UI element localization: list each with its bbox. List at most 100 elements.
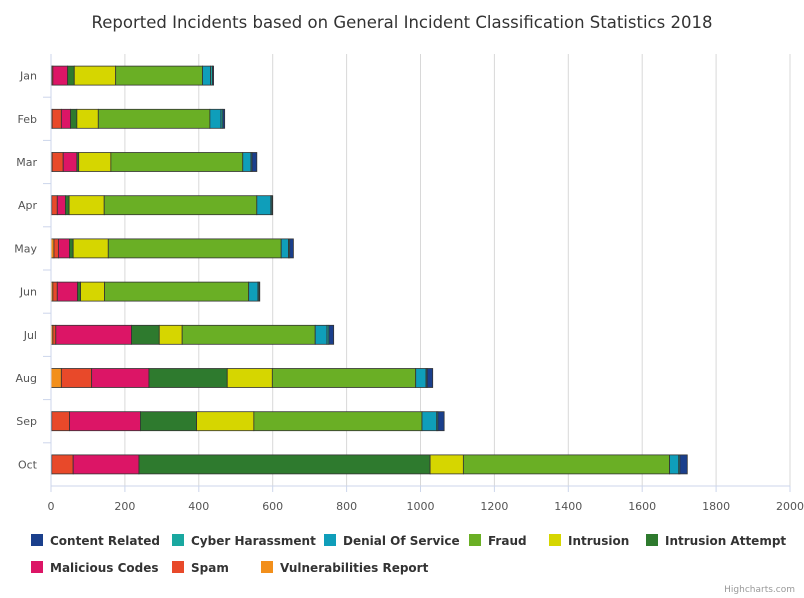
bar-malicious-codes[interactable] <box>91 368 150 388</box>
bar-denial-of-service[interactable] <box>209 108 222 129</box>
bar-denial-of-service[interactable] <box>669 454 680 475</box>
y-tick-label: Aug <box>16 372 37 385</box>
legend-item-cyber-harassment[interactable]: Cyber Harassment <box>172 534 316 548</box>
bar-intrusion[interactable] <box>80 281 105 302</box>
legend-item-intrusion-attempt[interactable]: Intrusion Attempt <box>646 534 786 548</box>
bar-intrusion[interactable] <box>429 454 464 475</box>
bar-intrusion-attempt[interactable] <box>65 195 70 216</box>
x-tick-label: 600 <box>262 500 283 513</box>
bar-intrusion[interactable] <box>196 411 255 432</box>
y-axis: Jan Feb Mar Apr May Jun Jul Aug Sep Oct <box>14 54 52 486</box>
bar-content-related[interactable] <box>251 152 258 172</box>
y-tick-label: May <box>14 242 37 255</box>
bar-malicious-codes[interactable] <box>55 324 132 345</box>
bar-spam[interactable] <box>51 411 70 432</box>
credits[interactable]: Highcharts.com <box>724 585 795 595</box>
bar-denial-of-service[interactable] <box>280 238 289 259</box>
x-tick-label: 1400 <box>554 500 582 513</box>
bar-spam[interactable] <box>53 238 59 259</box>
bar-spam[interactable] <box>60 368 93 388</box>
bar-content-related[interactable] <box>426 368 434 388</box>
bar-intrusion-attempt[interactable] <box>69 238 74 259</box>
bar-spam[interactable] <box>51 195 58 216</box>
bar-denial-of-service[interactable] <box>421 411 438 432</box>
bar-denial-of-service[interactable] <box>256 195 272 216</box>
bar-denial-of-service[interactable] <box>202 65 212 86</box>
bar-malicious-codes[interactable] <box>60 108 71 129</box>
legend-item-spam[interactable]: Spam <box>172 561 229 575</box>
bar-content-related[interactable] <box>258 281 261 302</box>
x-tick-label: 200 <box>114 500 135 513</box>
bar-spam[interactable] <box>51 152 64 172</box>
bar-spam[interactable] <box>52 281 58 302</box>
y-tick-label: Feb <box>18 113 37 126</box>
bar-intrusion[interactable] <box>72 238 109 259</box>
bar-denial-of-service[interactable] <box>415 368 427 388</box>
bar-fraud[interactable] <box>103 195 258 216</box>
bar-spam[interactable] <box>52 324 57 345</box>
bars <box>50 65 688 475</box>
legend-item-fraud[interactable]: Fraud <box>469 534 527 548</box>
bar-content-related[interactable] <box>679 454 688 475</box>
bar-intrusion-attempt[interactable] <box>140 411 197 432</box>
bar-content-related[interactable] <box>437 411 445 432</box>
chart-title: Reported Incidents based on General Inci… <box>92 13 713 32</box>
legend-item-denial-of-service[interactable]: Denial Of Service <box>324 534 460 548</box>
bar-fraud[interactable] <box>462 454 670 475</box>
legend-swatch <box>31 534 43 546</box>
bar-content-related[interactable] <box>289 238 294 259</box>
x-tick-label: 2000 <box>776 500 804 513</box>
legend-swatch <box>324 534 336 546</box>
bar-intrusion[interactable] <box>73 65 117 86</box>
legend-item-vulnerabilities-report[interactable]: Vulnerabilities Report <box>261 561 429 575</box>
bar-denial-of-service[interactable] <box>242 152 252 172</box>
bar-intrusion[interactable] <box>76 108 99 129</box>
bar-intrusion-attempt[interactable] <box>148 368 228 388</box>
bar-content-related[interactable] <box>222 108 226 129</box>
bar-malicious-codes[interactable] <box>52 65 69 86</box>
legend-swatch <box>172 534 184 546</box>
bar-intrusion-attempt[interactable] <box>138 454 431 475</box>
x-tick-label: 1800 <box>702 500 730 513</box>
bar-intrusion-attempt[interactable] <box>77 281 81 302</box>
bar-fraud[interactable] <box>253 411 423 432</box>
bar-denial-of-service[interactable] <box>314 324 328 345</box>
bar-content-related[interactable] <box>328 324 335 345</box>
bar-malicious-codes[interactable] <box>69 411 141 432</box>
bar-malicious-codes[interactable] <box>57 238 70 259</box>
bar-malicious-codes[interactable] <box>56 281 79 302</box>
bar-intrusion[interactable] <box>158 324 183 345</box>
bar-intrusion[interactable] <box>226 368 273 388</box>
bar-fraud[interactable] <box>107 238 282 259</box>
bar-denial-of-service[interactable] <box>248 281 259 302</box>
bar-intrusion-attempt[interactable] <box>131 324 160 345</box>
bar-spam[interactable] <box>51 454 74 475</box>
bar-malicious-codes[interactable] <box>72 454 140 475</box>
bar-fraud[interactable] <box>181 324 316 345</box>
bar-fraud[interactable] <box>97 108 211 129</box>
legend-label: Vulnerabilities Report <box>280 561 429 575</box>
bar-content-related[interactable] <box>271 195 274 216</box>
legend-swatch <box>172 561 184 573</box>
legend-label: Intrusion Attempt <box>665 534 786 548</box>
legend-item-content-related[interactable]: Content Related <box>31 534 160 548</box>
x-tick-label: 0 <box>48 500 55 513</box>
bar-spam[interactable] <box>51 108 62 129</box>
bar-fraud[interactable] <box>271 368 417 388</box>
bar-intrusion[interactable] <box>78 152 112 172</box>
bar-intrusion[interactable] <box>68 195 105 216</box>
bar-fraud[interactable] <box>104 281 250 302</box>
bar-vulnerabilities-report[interactable] <box>50 368 62 388</box>
bar-malicious-codes[interactable] <box>56 195 66 216</box>
bar-malicious-codes[interactable] <box>62 152 78 172</box>
bar-fraud[interactable] <box>110 152 244 172</box>
x-tick-label: 400 <box>188 500 209 513</box>
bar-intrusion-attempt[interactable] <box>67 65 75 86</box>
legend-item-malicious-codes[interactable]: Malicious Codes <box>31 561 159 575</box>
y-tick-label: Apr <box>18 199 38 212</box>
bar-fraud[interactable] <box>115 65 203 86</box>
bar-content-related[interactable] <box>212 65 214 86</box>
legend-item-intrusion[interactable]: Intrusion <box>549 534 629 548</box>
bar-intrusion-attempt[interactable] <box>70 108 78 129</box>
legend-swatch <box>469 534 481 546</box>
